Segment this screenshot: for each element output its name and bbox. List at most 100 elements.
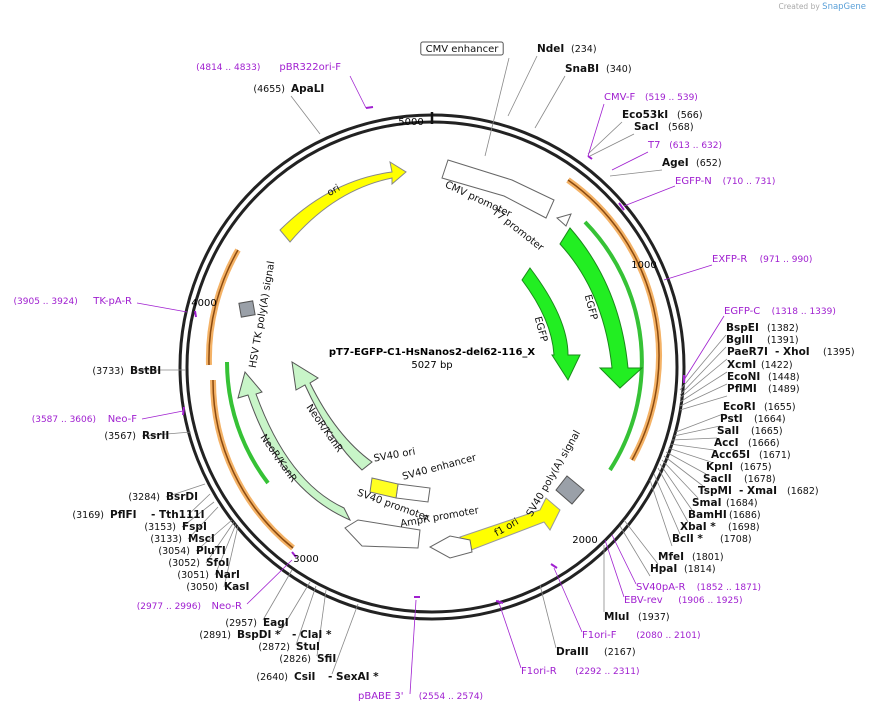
site-ecori: EcoRI (1655) [723, 401, 796, 413]
site-smai: SmaI (1684) [692, 497, 758, 509]
orf-arc-neo [225, 361, 270, 485]
snapgene-credit: Created by SnapGene [778, 2, 866, 12]
site-position: (3169) [72, 510, 104, 521]
site-name: PaeR7I [727, 346, 768, 358]
primer-name: EGFP-N [675, 176, 712, 187]
primer-name: CMV-F [604, 92, 635, 103]
site-name: RsrII [142, 430, 169, 442]
ampr-promoter-arrow [428, 535, 473, 559]
site-position: (3567) [104, 431, 136, 442]
site-name: HpaI [650, 563, 677, 575]
site-name: BspEI [726, 322, 759, 334]
cds-arc-tk-line [208, 249, 239, 366]
f1-ori-arrow [459, 497, 561, 553]
site-position: (1698) [728, 522, 760, 533]
t7-promoter-arrow [555, 213, 572, 227]
primer-name: EBV-rev [624, 595, 663, 606]
site-msci: (3133) MscI [150, 533, 214, 545]
site-kasi: (3050) KasI [186, 581, 249, 593]
primer-f1orir: F1ori-R (2292 .. 2311) [521, 666, 639, 677]
primer-egfpc: EGFP-C (1318 .. 1339) [724, 306, 836, 317]
site-name: SnaBI [565, 63, 599, 75]
primer-labels: pBR322ori-F (4814 .. 4833) CMV-F (519 .. 53… [14, 62, 836, 702]
site-position: (3054) [158, 546, 190, 557]
site-kpni: KpnI (1675) [706, 461, 772, 473]
primer-name: T7 [647, 140, 660, 151]
site-bstbi: (3733) BstBI [92, 365, 161, 377]
site-name: PstI [720, 413, 743, 425]
site-position: (568) [668, 122, 694, 133]
site-name: FspI [182, 521, 207, 533]
site-position: (1665) [751, 426, 783, 437]
site-name: KpnI [706, 461, 733, 473]
snapgene-logo: SnapGene [822, 2, 866, 12]
site-name: CsiI [294, 671, 315, 683]
primer-egfpn: EGFP-N (710 .. 731) [675, 176, 775, 187]
primer-t7: T7 (613 .. 632) [647, 140, 722, 151]
site-name: StuI [296, 641, 320, 653]
primer-name: F1ori-F [582, 630, 617, 641]
site-name: MscI [188, 533, 215, 545]
site-name: XcmI [727, 359, 756, 371]
site-bamhi: BamHI (1686) [688, 509, 761, 521]
site-name: MfeI [658, 551, 684, 563]
primer-range: (1852 .. 1871) [697, 583, 761, 593]
site-position: (1675) [740, 462, 772, 473]
site-position: (234) [571, 44, 597, 55]
primer-tkpar: TK-pA-R (3905 .. 3924) [14, 296, 133, 307]
site-sfii: (2826) SfiI [279, 653, 336, 665]
restriction-sites: NdeI (234) SnaBI (340) Eco53kI (566) SacI (568)… [72, 43, 854, 683]
site-position: (1678) [744, 474, 776, 485]
primer-f1orif: F1ori-F (2080 .. 2101) [582, 630, 700, 641]
site-name: EagI [263, 617, 289, 629]
site-psti: PstI (1664) [720, 413, 786, 425]
site-pluti: (3054) PluTI [158, 545, 225, 557]
site-name: PflMI [727, 383, 757, 395]
ruler-label: 1000 [631, 260, 656, 271]
cds-arc-neo-outer-line [212, 379, 294, 549]
sv40-promoter-arrow [344, 519, 421, 549]
primer-pbabe3: pBABE 3' (2554 .. 2574) [358, 691, 483, 702]
site-snabi: SnaBI (340) [565, 63, 632, 75]
feature-label: SV40 ori [373, 446, 416, 464]
site-name: BspDI * [237, 629, 281, 641]
site-draiii: DraIII (2167) [556, 646, 636, 658]
site-acc65i: Acc65I (1671) [711, 449, 791, 461]
primer-name: pBR322ori-F [279, 62, 341, 73]
primer-range: (710 .. 731) [723, 177, 776, 187]
site-mfei: MfeI (1801) [658, 551, 724, 563]
site-position: (1814) [684, 564, 716, 575]
site-pflmi: PflMI (1489) [727, 383, 800, 395]
primer-neof: Neo-F (3587 .. 3606) [32, 414, 138, 425]
site-position: (1489) [768, 384, 800, 395]
site-alt-name: - ClaI * [292, 629, 332, 641]
site-bsrdi: (3284) BsrDI [128, 491, 198, 503]
site-name: BglII [726, 334, 753, 346]
site-position: (1708) [720, 534, 752, 545]
neokan-arrow-outer [237, 370, 352, 521]
hsv-tk-polya-box [238, 300, 256, 318]
site-name: BstBI [130, 365, 161, 377]
site-position: (2891) [199, 630, 231, 641]
site-name: BclI * [672, 533, 703, 545]
site-position: (2826) [279, 654, 311, 665]
cmv-promoter-arrow [441, 159, 555, 219]
site-alt-name: - XhoI [775, 346, 810, 358]
site-position: (1801) [692, 552, 724, 563]
primer-range: (2080 .. 2101) [636, 631, 700, 641]
site-agei: AgeI (652) [662, 157, 722, 169]
site-name: NarI [215, 569, 240, 581]
ruler-labels: 5000 1000 2000 3000 4000 [191, 117, 656, 565]
plasmid-size: 5027 bp [411, 360, 452, 371]
site-position: (3052) [168, 558, 200, 569]
site-name: DraIII [556, 646, 589, 658]
site-position: (3050) [186, 582, 218, 593]
site-position: (3733) [92, 366, 124, 377]
site-name: PluTI [196, 545, 226, 557]
site-name: BsrDI [166, 491, 198, 503]
site-tspmi: TspMI - XmaI (1682) [698, 485, 819, 497]
primer-name: SV40pA-R [636, 582, 685, 593]
site-position: (1686) [729, 510, 761, 521]
site-position: (1937) [638, 612, 670, 623]
